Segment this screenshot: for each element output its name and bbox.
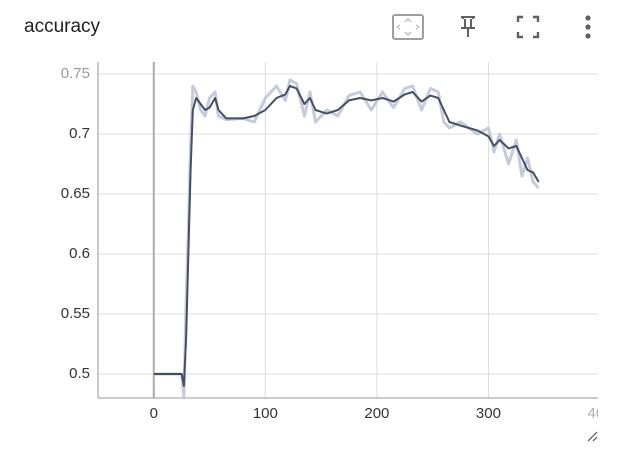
x-tick-label: 100 [253, 405, 278, 422]
x-tick-label: 200 [364, 405, 389, 422]
pin-button[interactable] [461, 16, 475, 37]
y-tick-label: 0.5 [69, 365, 90, 382]
x-tick-label: 300 [476, 405, 501, 422]
x-tick-label: 400 [587, 405, 612, 422]
fullscreen-button[interactable] [516, 15, 540, 39]
x-tick-label: 0 [150, 405, 158, 422]
series-line [153, 78, 540, 400]
chart-title: accuracy [24, 16, 101, 37]
y-tick-label: 0.6 [69, 245, 90, 262]
y-tick-label: 0.65 [61, 185, 90, 202]
resize-handle[interactable] [587, 431, 598, 442]
fit-domain-button[interactable] [392, 14, 424, 40]
plot-area: 0.5 0.55 0.6 0.65 0.7 0.75 0 100 200 300 400 [61, 62, 612, 422]
y-tick-label: 0.75 [61, 65, 90, 82]
more-button[interactable] [585, 15, 591, 39]
y-tick-label: 0.7 [69, 125, 90, 142]
y-tick-label: 0.55 [61, 305, 90, 322]
series-line [153, 85, 540, 387]
